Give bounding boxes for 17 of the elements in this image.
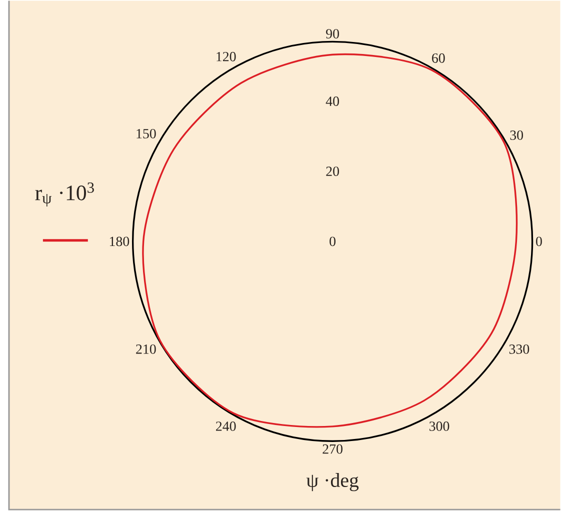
text: ψ ·deg: [306, 473, 359, 492]
text: r$_{ψ}$ ·10$^{3}$: [35, 182, 94, 206]
spoke-label: 210: [136, 344, 156, 354]
y-tick-label: 20: [326, 166, 339, 176]
spoke-label: 0: [536, 236, 542, 246]
spoke-label: 150: [136, 128, 156, 138]
spoke-label: 90: [326, 29, 339, 38]
y-tick-label: 0: [330, 236, 336, 246]
spoke-label: 240: [216, 421, 236, 431]
spoke-label: 300: [429, 421, 450, 431]
spoke-label: 270: [322, 444, 342, 454]
spoke-label: 330: [509, 344, 530, 354]
spoke-label: 60: [432, 53, 445, 63]
spoke-label: 30: [510, 130, 524, 140]
y-tick-label: 40: [326, 96, 339, 106]
spoke-label: 180: [110, 236, 130, 246]
spoke-label: 120: [216, 52, 236, 62]
